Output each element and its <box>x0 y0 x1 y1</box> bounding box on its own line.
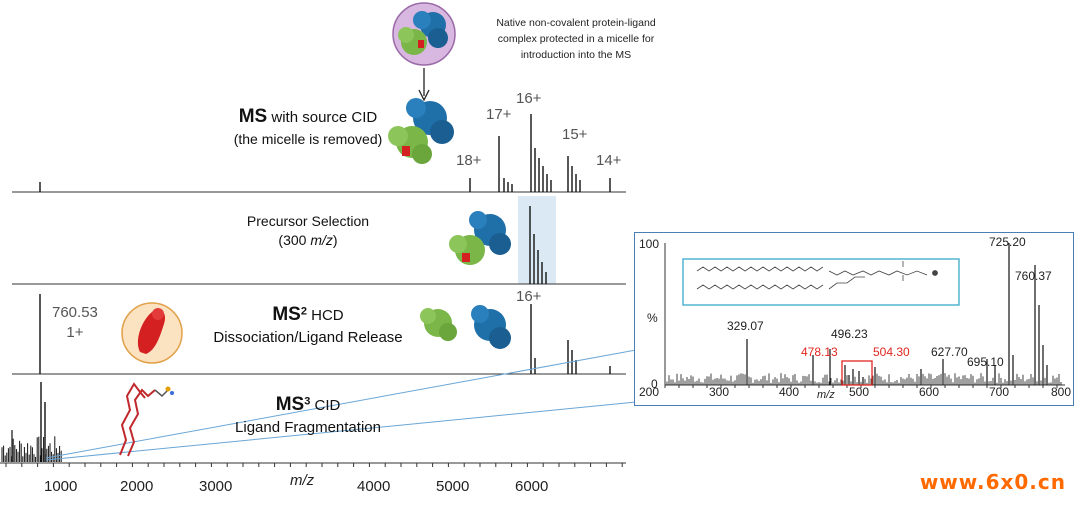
note-line-3: introduction into the MS <box>520 48 632 61</box>
charge-label-14: 14+ <box>596 152 622 169</box>
main-tick-6000: 6000 <box>515 478 549 495</box>
ligand-peak-label: 760.53 1+ <box>52 303 98 342</box>
stage4-label: MS3 CID Ligand Fragmentation <box>208 392 408 438</box>
ligand-mz: 760.53 <box>52 304 98 321</box>
ms3-spectrum <box>1 382 62 462</box>
lipid-chain-icon <box>119 382 174 457</box>
released-blue-protein-icon <box>471 305 511 349</box>
stage1-title-rest: with source CID <box>267 109 378 126</box>
inset-panel: 100 % 0 200 300 400 500 600 700 800 m/z … <box>634 232 1074 406</box>
stage3-title-rest: HCD <box>306 307 344 324</box>
note-line-1: Native non-covalent protein-ligand <box>496 17 656 29</box>
note-line-2: complex protected in a micelle for <box>497 32 655 45</box>
inset-x-200: 200 <box>639 385 660 399</box>
peak-label-627: 627.70 <box>931 345 968 359</box>
stage4-subtitle: Ligand Fragmentation <box>235 418 381 436</box>
stage2-label: Precursor Selection (300 m/z) <box>208 212 408 250</box>
stage4-title-rest: CID <box>310 397 341 414</box>
main-axis-label: m/z <box>290 472 315 489</box>
precursor-selection-band <box>518 196 556 284</box>
inset-axis-ticks <box>664 385 1058 388</box>
ms1-spectrum <box>39 114 611 192</box>
micelle-complex-icon <box>392 2 456 66</box>
ligand-charge: 1+ <box>66 323 84 341</box>
inset-y-0: 0 <box>651 377 658 391</box>
peak-label-725: 725.20 <box>989 235 1026 249</box>
stage3-title-sup: 2 <box>300 305 307 318</box>
zoom-line-bottom <box>45 401 637 461</box>
inset-x-400: 400 <box>779 385 800 399</box>
charge-label-17: 17+ <box>486 106 512 123</box>
stage3-label: MS2 HCD Dissociation/Ligand Release <box>196 302 420 348</box>
peak-label-695: 695.10 <box>967 355 1004 369</box>
stage4-title-bold: MS <box>275 394 305 415</box>
stage2-subtitle-pre: (300 <box>278 231 311 248</box>
stage1-title-bold: MS <box>238 106 268 127</box>
peak-label-496: 496.23 <box>831 327 868 341</box>
ligand-icon <box>121 302 183 364</box>
charge-label-15: 15+ <box>562 126 588 143</box>
inset-x-800: 800 <box>1051 385 1072 399</box>
inset-x-600: 600 <box>919 385 940 399</box>
selected-complex-icon <box>449 211 511 265</box>
charge-label-16: 16+ <box>516 90 542 107</box>
main-tick-4000: 4000 <box>357 478 391 495</box>
inset-x-700: 700 <box>989 385 1010 399</box>
peak-label-329: 329.07 <box>727 319 764 333</box>
inset-x-500: 500 <box>849 385 870 399</box>
inset-x-300: 300 <box>709 385 730 399</box>
stage2-subtitle-post: ) <box>332 231 338 248</box>
stage3-title-bold: MS <box>272 304 301 325</box>
watermark: www.6x0.cn <box>919 470 1066 494</box>
stage2-subtitle-italic: m/z <box>310 231 333 248</box>
stage3-subtitle: Dissociation/Ligand Release <box>213 328 403 346</box>
peak-label-504: 504.30 <box>873 345 910 359</box>
stage1-subtitle: (the micelle is removed) <box>233 130 383 147</box>
peak-label-478: 478.13 <box>801 345 838 359</box>
main-tick-2000: 2000 <box>120 478 154 495</box>
peak-label-760: 760.37 <box>1015 269 1052 283</box>
stage1-label: MS with source CID (the micelle is remov… <box>208 104 408 149</box>
flow-arrow-head <box>418 89 430 102</box>
main-axis-labels: 1000 2000 3000 4000 5000 6000 m/z <box>0 472 626 498</box>
charge-label-18: 18+ <box>456 152 482 169</box>
structure-box <box>682 258 960 306</box>
zoom-line-top <box>45 349 637 459</box>
precursor-spectrum <box>529 206 547 284</box>
main-tick-3000: 3000 <box>199 478 233 495</box>
main-tick-1000: 1000 <box>44 478 78 495</box>
protein-complex-icon <box>388 98 454 164</box>
stage4-title-sup: 3 <box>304 395 311 408</box>
stage2-title: Precursor Selection <box>246 213 370 229</box>
inset-x-label: m/z <box>817 389 835 401</box>
inset-canvas <box>664 243 1065 388</box>
inset-spectrum <box>666 243 1062 385</box>
main-tick-5000: 5000 <box>436 478 470 495</box>
inset-y-100: 100 <box>639 237 660 251</box>
main-axis-ticks <box>5 463 623 467</box>
released-green-protein-icon <box>420 308 457 341</box>
inset-y-percent: % <box>647 311 658 325</box>
micelle-annotation: Native non-covalent protein-ligand compl… <box>476 16 676 63</box>
highlight-box <box>841 360 873 386</box>
phospholipid-structure <box>696 261 938 290</box>
ms2-charge-label: 16+ <box>516 288 542 305</box>
